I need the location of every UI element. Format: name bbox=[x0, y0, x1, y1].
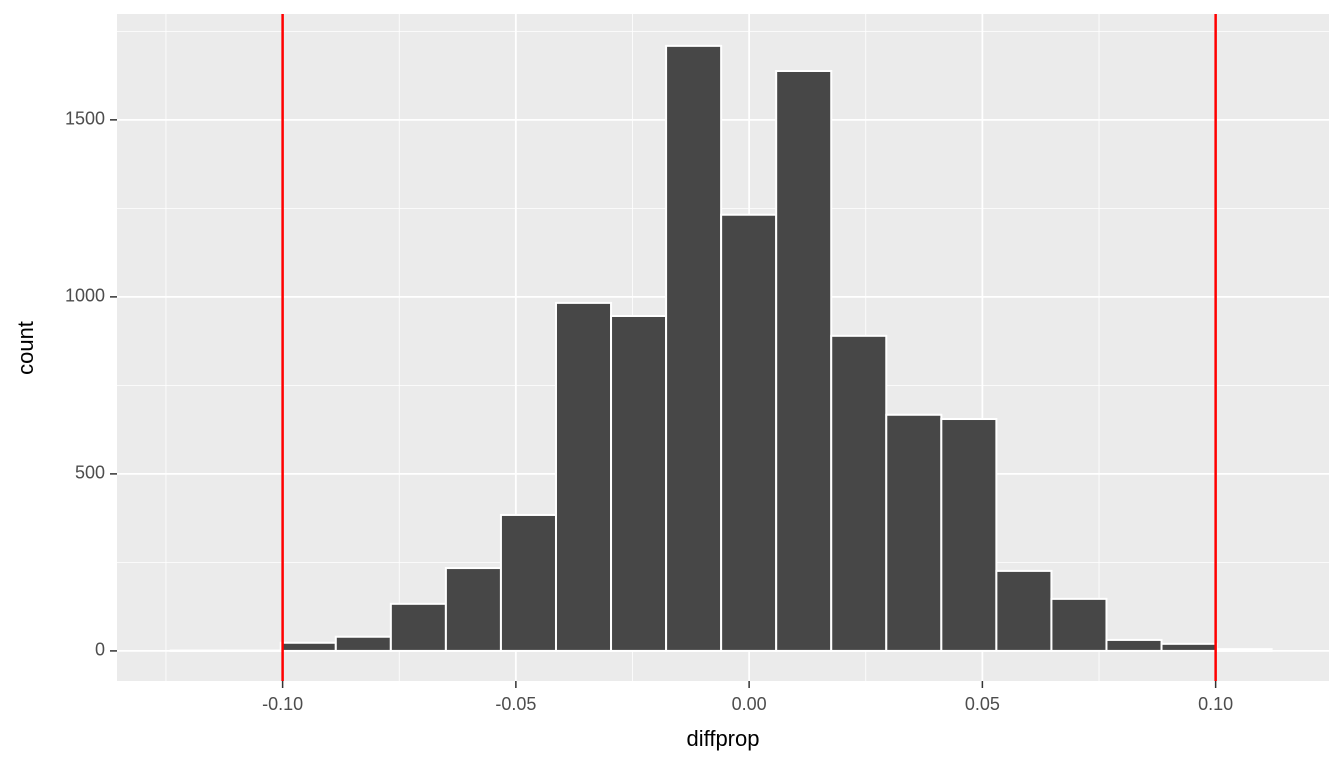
bar bbox=[610, 314, 668, 652]
bar bbox=[554, 301, 613, 652]
bar bbox=[995, 569, 1053, 652]
bar bbox=[885, 413, 943, 652]
bar bbox=[665, 44, 723, 652]
x-tick-label: 0.00 bbox=[732, 694, 767, 714]
x-tick-label: 0.05 bbox=[965, 694, 1000, 714]
x-tick-label: 0.10 bbox=[1198, 694, 1233, 714]
bar bbox=[444, 567, 502, 652]
y-tick-label: 1500 bbox=[65, 109, 105, 129]
bar bbox=[334, 635, 392, 652]
bar bbox=[830, 334, 888, 652]
x-tick-label: -0.10 bbox=[262, 694, 303, 714]
bar bbox=[279, 641, 337, 652]
x-tick-label: -0.05 bbox=[495, 694, 536, 714]
bar bbox=[389, 602, 447, 652]
bar bbox=[1215, 648, 1273, 652]
x-axis-title: diffprop bbox=[687, 726, 760, 751]
bar bbox=[940, 418, 998, 652]
y-tick-label: 500 bbox=[75, 463, 105, 483]
bar bbox=[1050, 597, 1108, 652]
bar bbox=[1105, 638, 1163, 652]
y-tick-label: 0 bbox=[95, 640, 105, 660]
y-tick-label: 1000 bbox=[65, 286, 105, 306]
bar bbox=[499, 513, 557, 652]
bar bbox=[775, 69, 833, 652]
y-axis-title: count bbox=[13, 321, 38, 375]
bar bbox=[1160, 642, 1218, 652]
bar bbox=[720, 213, 778, 652]
